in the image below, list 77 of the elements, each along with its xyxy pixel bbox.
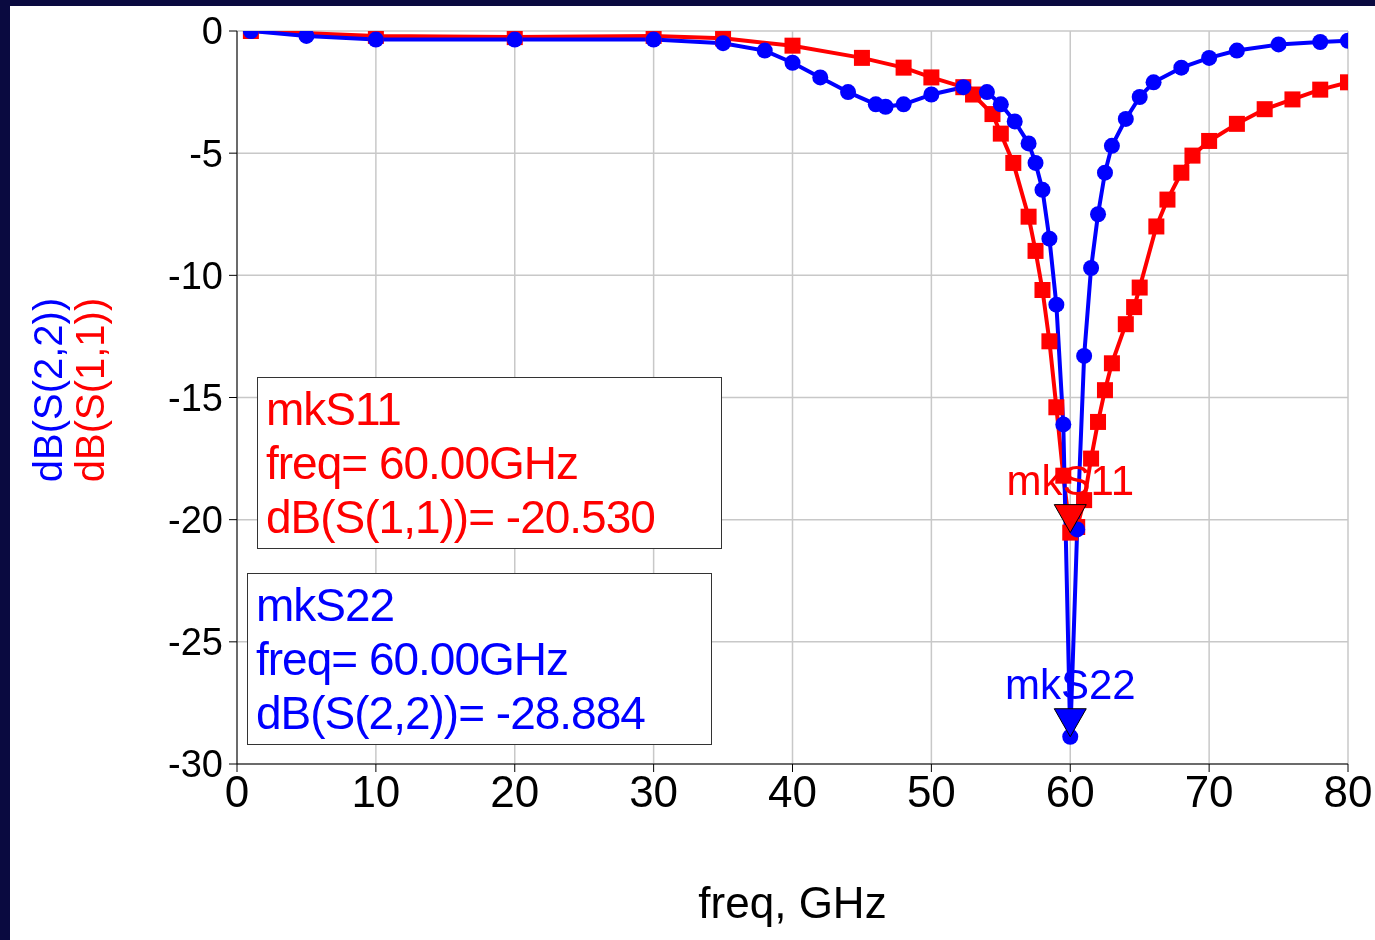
y-tick-label: -10 [168,254,223,297]
point [1048,399,1065,416]
point [1020,208,1037,225]
y-tick-label: -30 [168,743,223,786]
y-tick-label: -20 [168,499,223,542]
point [1090,206,1107,223]
point [1041,333,1058,350]
point [715,35,732,52]
point [1270,36,1287,53]
point [923,69,940,86]
point [1173,164,1190,181]
point [1117,316,1134,333]
point [1201,132,1218,149]
point [1201,49,1218,66]
point [877,98,894,115]
x-axis-title: freq, GHz [698,878,887,927]
y-tick-label: 0 [201,10,223,53]
point [1145,74,1162,91]
point [1126,299,1143,316]
x-tick-label: 20 [490,767,540,817]
point [1103,355,1120,372]
point [1148,218,1165,235]
point [1284,91,1301,108]
point [1117,110,1134,127]
point [812,69,829,86]
point [923,86,940,103]
point [895,96,912,113]
point [1006,113,1023,130]
point [840,84,857,101]
point [1131,88,1148,105]
x-tick-label: 30 [629,767,679,817]
point [1312,33,1329,50]
point [784,54,801,71]
point [1173,59,1190,76]
y-tick-label: -5 [189,132,223,175]
point [1027,154,1044,171]
y-tick-label: -25 [168,621,223,664]
point [1256,101,1273,118]
point [645,31,662,48]
point [1034,281,1051,298]
point [1096,382,1113,399]
point [1020,135,1037,152]
point [1083,260,1100,276]
point [1184,147,1201,164]
point [1090,413,1107,430]
text: dB(S(2,2)) [25,297,71,483]
x-tick-label: 80 [1323,767,1373,817]
x-tick-label: 60 [1045,767,1095,817]
point [895,59,912,76]
point [1027,242,1044,259]
point [1005,154,1022,171]
annotation: mkS22 freq= 60.00GHz dB(S(2,2))= -28.884 [247,573,712,745]
point [784,37,801,54]
point [1096,164,1113,181]
annotation: mkS11 freq= 60.00GHz dB(S(1,1))= -20.530 [257,377,722,549]
x-tick-label: 10 [351,767,401,817]
point [1034,181,1051,198]
point [367,31,384,48]
point [1312,81,1329,98]
point [1159,191,1176,208]
point [1131,279,1148,296]
point [1041,230,1058,247]
point [1055,416,1072,433]
y-tick-label: -15 [168,376,223,419]
point [992,96,1009,113]
point [1103,137,1120,154]
x-tick-label: 40 [768,767,817,817]
point [992,125,1009,142]
point [853,49,870,66]
point [978,84,995,101]
point [756,42,773,59]
x-tick-label: 70 [1184,767,1234,817]
point [1228,42,1245,59]
point [1228,115,1245,132]
point [1076,347,1093,364]
x-tick-label: 50 [906,767,956,817]
point [1048,296,1065,313]
